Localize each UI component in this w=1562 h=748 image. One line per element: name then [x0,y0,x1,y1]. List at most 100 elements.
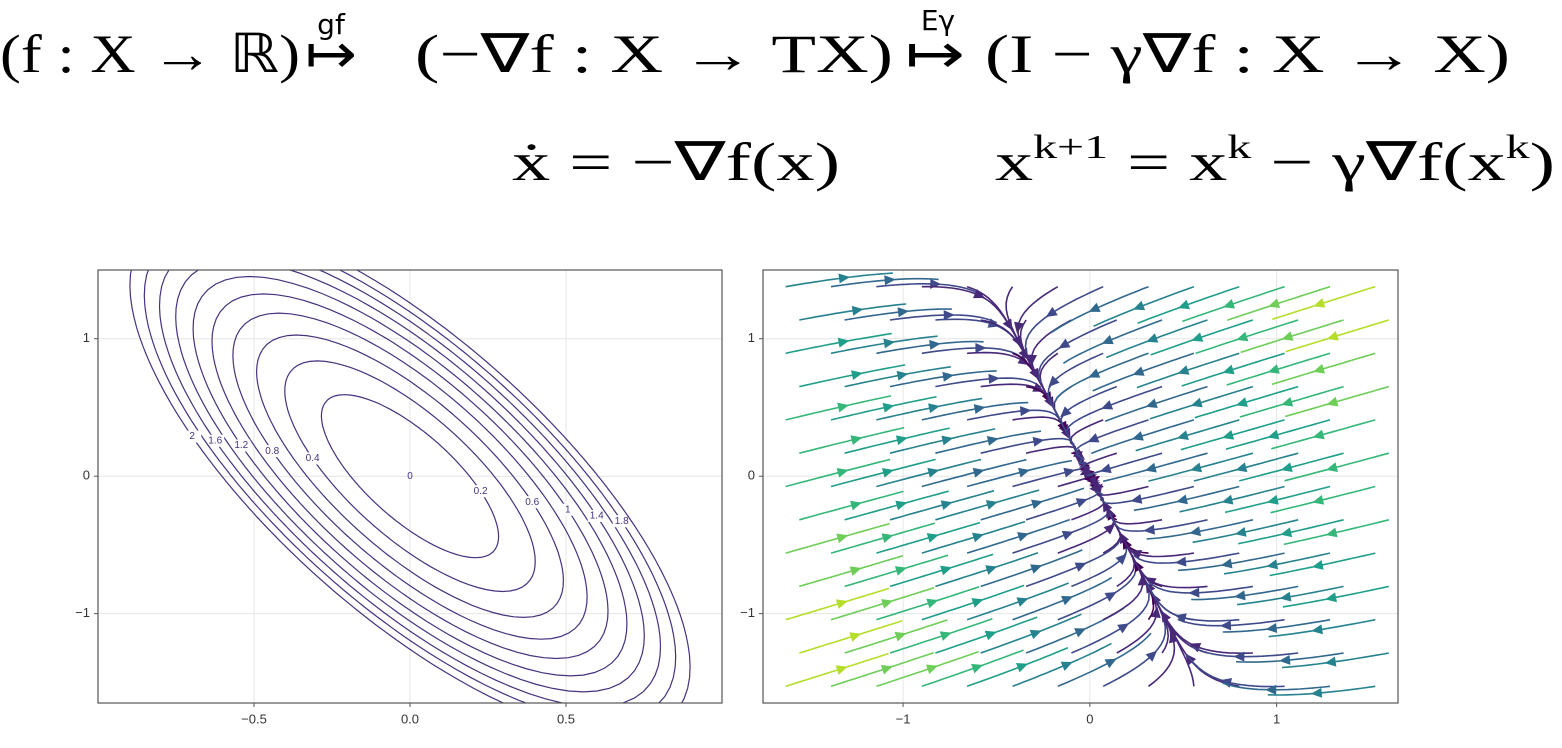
streamline [1285,319,1390,353]
stream-arrow [972,467,985,478]
stream-arrow [1106,506,1116,519]
contour-label: 0.8 [265,446,279,457]
plot-frame [97,269,723,704]
streamline [1146,519,1254,540]
stream-arrow [1061,530,1074,541]
stream-arrow [851,305,864,316]
contour-label-bg [303,452,322,465]
streamline [799,619,903,654]
streamline [1025,538,1122,588]
stream-arrow [1280,462,1293,473]
y-tick-label: 1 [83,330,90,345]
stream-arrow [1131,431,1144,441]
streamline [1057,557,1137,621]
stream-arrow [985,500,998,510]
streamline [785,395,892,421]
contour-label-bg [558,503,577,516]
stream-arrow [1176,430,1189,440]
stream-arrow [1177,365,1190,375]
streamline [876,397,983,421]
contour-line [232,312,588,640]
equation-part: − γ∇f(x [1251,132,1505,192]
stream-arrow [835,599,848,609]
stream-arrow [1279,654,1291,665]
stream-arrow [1220,558,1233,569]
streamline [1271,352,1376,386]
stream-arrow [894,631,907,642]
streamline [1149,385,1254,420]
stream-arrow [1048,375,1060,388]
stream-arrow [1222,364,1235,375]
streamline [876,340,984,355]
stream-arrow [1101,334,1114,345]
stream-arrow [836,533,849,544]
stream-arrow [1117,623,1130,634]
streamline [1093,285,1195,328]
arrow-label: Eγ [921,4,955,37]
contour-line [175,270,645,693]
streamline [1103,452,1208,483]
stream-arrow [971,598,984,608]
equation-part: (−∇f : X → TX) [415,24,893,84]
streamline [1270,485,1376,514]
streamline [1024,285,1104,353]
streamline [785,458,891,488]
streamline [1050,285,1149,334]
contour-label-bg [587,509,606,522]
stream-arrow [1326,462,1339,472]
stream-arrow [1188,587,1200,598]
contour-line [143,270,677,703]
stream-arrow [943,310,955,321]
streamline [980,549,1083,588]
stream-arrow [1177,299,1190,310]
stream-arrow [1265,623,1278,633]
streamline [1137,285,1240,324]
stream-arrow [1236,331,1249,342]
stream-arrow [984,630,997,641]
streamline [1284,452,1390,482]
streamline [830,586,935,621]
stream-arrow [1030,564,1043,574]
streamline [1160,610,1253,654]
stream-arrow [1017,532,1030,542]
stream-arrow [1143,524,1156,535]
stream-arrow [1029,629,1042,640]
stream-arrow [939,631,952,641]
stream-arrow [1016,663,1029,673]
stream-arrow [1190,397,1203,408]
stream-arrow [1267,429,1280,440]
stream-arrow [883,338,895,349]
stream-arrow [895,500,908,511]
equation-part: ) [1530,132,1555,192]
contour-label-bg [523,496,542,509]
stream-arrow [929,339,941,350]
gradient-flow-equation: ẋ = −∇f(x) [512,132,840,192]
stream-arrow [1281,331,1294,341]
streamline [830,522,936,554]
stream-arrow [1324,656,1337,667]
contour-label: 2 [189,431,195,442]
stream-arrow [1074,628,1087,638]
stream-arrow [926,533,939,543]
stream-arrow [986,435,999,446]
x-tick-label: −1 [896,711,911,726]
stream-arrow [1266,494,1279,505]
contour-line [211,293,609,660]
stream-arrow [1233,651,1245,662]
streamline [1181,352,1285,387]
stream-arrow [882,402,895,413]
stream-arrow [1234,590,1246,601]
contour-label: 0.6 [525,497,539,508]
stream-arrow [1074,562,1087,572]
superscript: k+1 [1033,129,1108,166]
streamline [1185,653,1285,688]
streamline [1012,642,1112,688]
equation-part: x [995,132,1033,192]
stream-arrow [1190,462,1203,473]
stream-arrow [1146,333,1159,343]
stream-arrow [1174,613,1187,624]
streamline [1191,645,1299,658]
stream-arrow [1027,354,1038,366]
stream-arrow [1189,526,1202,537]
